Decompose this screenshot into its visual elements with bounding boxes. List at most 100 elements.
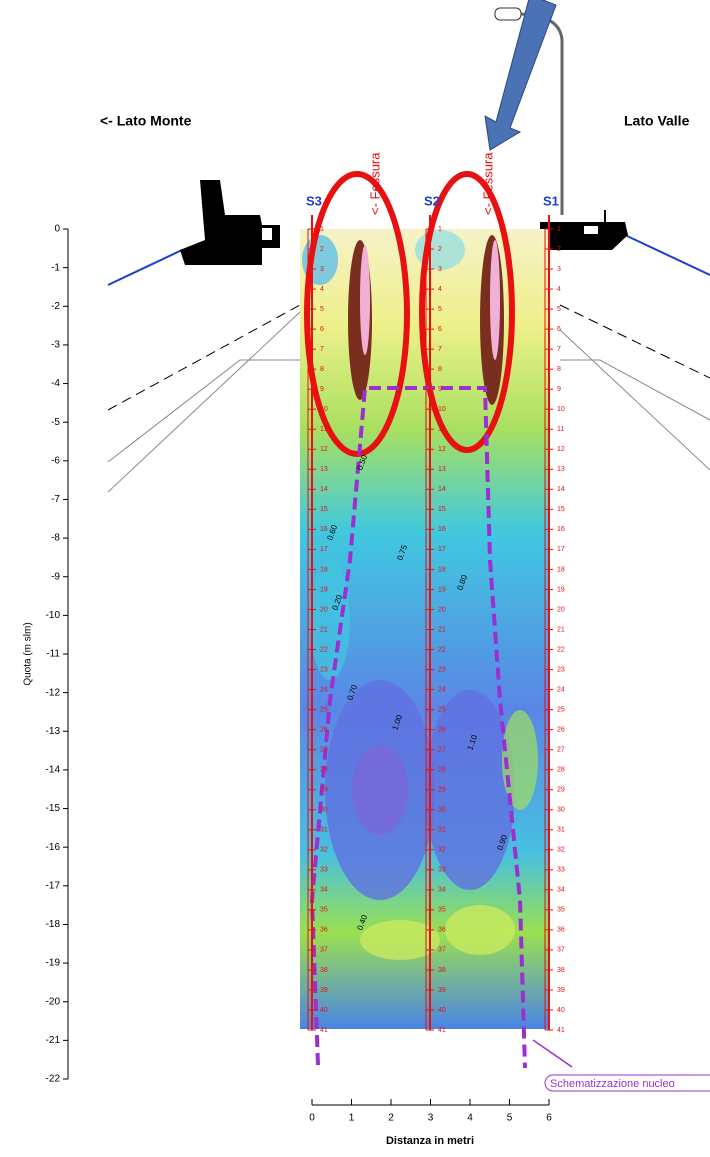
depth-label: 35 xyxy=(438,907,446,914)
depth-label: 34 xyxy=(320,887,328,894)
depth-label: 23 xyxy=(557,666,565,673)
y-tick-label: -20 xyxy=(46,996,61,1007)
depth-label: 19 xyxy=(557,586,565,593)
depth-label: 12 xyxy=(438,446,446,453)
depth-label: 33 xyxy=(438,867,446,874)
depth-label: 28 xyxy=(557,767,565,774)
x-tick-label: 4 xyxy=(467,1113,473,1124)
depth-label: 26 xyxy=(438,726,446,733)
depth-label: 13 xyxy=(557,466,565,473)
depth-label: 15 xyxy=(438,506,446,513)
depth-label: 20 xyxy=(320,606,328,613)
depth-label: 39 xyxy=(438,987,446,994)
chart: Quota (m slm) Distanza in metri <- Lato … xyxy=(0,0,710,1157)
depth-label: 40 xyxy=(438,1007,446,1014)
depth-label: 34 xyxy=(438,887,446,894)
depth-label: 17 xyxy=(557,546,565,553)
borehole-label: S3 xyxy=(306,193,322,208)
depth-label: 3 xyxy=(320,266,324,273)
depth-label: 32 xyxy=(438,847,446,854)
depth-label: 17 xyxy=(320,546,328,553)
x-tick-label: 5 xyxy=(507,1113,513,1124)
side-label: <- Lato Monte xyxy=(100,113,192,129)
depth-label: 31 xyxy=(320,827,328,834)
depth-label: 39 xyxy=(557,987,565,994)
depth-label: 39 xyxy=(320,987,328,994)
depth-label: 12 xyxy=(557,446,565,453)
depth-label: 2 xyxy=(557,246,561,253)
depth-label: 2 xyxy=(438,246,442,253)
depth-label: 2 xyxy=(320,246,324,253)
depth-label: 12 xyxy=(320,446,328,453)
fracture-label: <- Fessura xyxy=(367,152,382,215)
borehole-label: S1 xyxy=(543,193,559,208)
depth-label: 28 xyxy=(438,767,446,774)
depth-label: 23 xyxy=(320,666,328,673)
depth-label: 36 xyxy=(557,927,565,934)
depth-label: 22 xyxy=(557,646,565,653)
depth-label: 40 xyxy=(320,1007,328,1014)
depth-label: 29 xyxy=(557,787,565,794)
depth-label: 14 xyxy=(438,486,446,493)
depth-label: 11 xyxy=(557,426,564,433)
depth-label: 25 xyxy=(557,706,565,713)
depth-label: 36 xyxy=(320,927,328,934)
depth-label: 25 xyxy=(320,706,328,713)
depth-label: 41 xyxy=(438,1027,446,1034)
depth-label: 4 xyxy=(438,286,442,293)
depth-label: 8 xyxy=(438,366,442,373)
depth-label: 29 xyxy=(438,787,446,794)
y-tick-label: -8 xyxy=(51,533,60,544)
y-tick-label: -22 xyxy=(46,1074,61,1085)
depth-label: 30 xyxy=(438,807,446,814)
depth-label: 9 xyxy=(557,386,561,393)
depth-label: 14 xyxy=(557,486,565,493)
depth-label: 21 xyxy=(557,626,565,633)
depth-label: 32 xyxy=(320,847,328,854)
depth-label: 30 xyxy=(320,807,328,814)
depth-label: 38 xyxy=(320,967,328,974)
depth-label: 13 xyxy=(320,466,328,473)
depth-label: 34 xyxy=(557,887,565,894)
depth-label: 10 xyxy=(438,406,446,413)
core-pointer xyxy=(533,1040,572,1067)
depth-label: 26 xyxy=(557,726,565,733)
depth-label: 26 xyxy=(320,726,328,733)
depth-label: 3 xyxy=(438,266,442,273)
depth-label: 5 xyxy=(557,306,561,313)
depth-label: 16 xyxy=(438,526,446,533)
depth-label: 18 xyxy=(320,566,328,573)
y-tick-label: -14 xyxy=(46,765,61,776)
y-tick-label: -12 xyxy=(46,687,61,698)
x-tick-label: 6 xyxy=(546,1113,552,1124)
depth-label: 38 xyxy=(438,967,446,974)
y-tick-label: -2 xyxy=(51,301,60,312)
depth-label: 29 xyxy=(320,787,328,794)
depth-label: 6 xyxy=(438,326,442,333)
x-axis-title: Distanza in metri xyxy=(386,1135,474,1147)
depth-label: 15 xyxy=(557,506,565,513)
y-tick-label: -6 xyxy=(51,455,60,466)
depth-label: 28 xyxy=(320,767,328,774)
y-tick-label: -5 xyxy=(51,417,60,428)
depth-label: 19 xyxy=(438,586,446,593)
depth-label: 30 xyxy=(557,807,565,814)
depth-label: 21 xyxy=(438,626,446,633)
depth-label: 4 xyxy=(557,286,561,293)
y-tick-label: -15 xyxy=(46,803,61,814)
depth-label: 41 xyxy=(557,1027,565,1034)
y-tick-label: -3 xyxy=(51,340,60,351)
side-label: Lato Valle xyxy=(624,113,690,129)
y-tick-label: -1 xyxy=(51,262,60,273)
depth-label: 33 xyxy=(320,867,328,874)
depth-label: 33 xyxy=(557,867,565,874)
y-tick-label: -11 xyxy=(46,649,60,660)
depth-label: 25 xyxy=(438,706,446,713)
depth-label: 37 xyxy=(557,947,565,954)
depth-label: 6 xyxy=(320,326,324,333)
depth-label: 31 xyxy=(438,827,446,834)
depth-label: 23 xyxy=(438,666,446,673)
depth-label: 27 xyxy=(320,746,328,753)
depth-label: 15 xyxy=(320,506,328,513)
depth-label: 5 xyxy=(438,306,442,313)
